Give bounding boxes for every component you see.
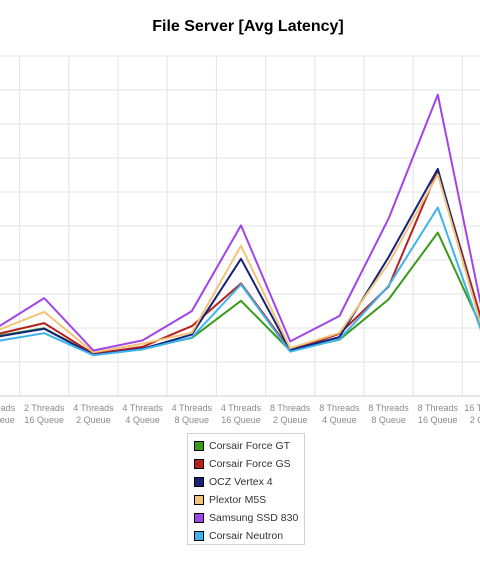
legend-item[interactable]: Plextor M5S	[194, 491, 304, 509]
legend-label: Corsair Force GS	[209, 458, 291, 470]
series-line-plextor-m5s[interactable]	[0, 173, 480, 354]
x-tick-label: 16 Threads	[464, 403, 480, 413]
legend-label: Corsair Neutron	[209, 530, 284, 542]
x-tick-label: 8 Queue	[175, 415, 210, 425]
x-tick-label: 2 Queue	[76, 415, 111, 425]
x-tick-label: 2 Queue	[273, 415, 308, 425]
legend-item[interactable]: Corsair Force GS	[194, 455, 304, 473]
legend-label: Plextor M5S	[209, 494, 267, 506]
x-tick-label: 2 Queue	[470, 415, 480, 425]
x-tick-label: 2 Threads	[24, 403, 65, 413]
x-tick-label: 8 Threads	[270, 403, 311, 413]
x-tick-label: 8 Threads	[418, 403, 459, 413]
x-tick-label: 16 Queue	[221, 415, 261, 425]
legend-item[interactable]: Corsair Force GT	[194, 437, 304, 455]
series-line-ocz-vertex-4[interactable]	[0, 167, 480, 356]
x-tick-label: 4 Queue	[322, 415, 357, 425]
legend-swatch	[194, 513, 204, 523]
legend-swatch	[194, 477, 204, 487]
x-tick-label: 1 Threads	[0, 403, 16, 413]
legend-swatch	[194, 495, 204, 505]
x-tick-label: 16 Queue	[0, 415, 15, 425]
grid	[0, 55, 480, 397]
series-line-corsair-neutron[interactable]	[0, 206, 480, 357]
x-tick-label: 4 Threads	[122, 403, 163, 413]
legend-label: Corsair Force GT	[209, 440, 291, 452]
series-line-corsair-force-gs[interactable]	[0, 169, 480, 355]
series-lines	[0, 93, 480, 357]
x-tick-label: 4 Queue	[125, 415, 160, 425]
legend: Corsair Force GT Corsair Force GS OCZ Ve…	[187, 433, 305, 545]
x-tick-label: 4 Threads	[221, 403, 262, 413]
x-tick-label: 4 Threads	[172, 403, 213, 413]
x-axis-ticks: 1 Threads 16 Queue 2 Threads 16 Queue 4 Thre…	[0, 403, 480, 425]
x-tick-label: 16 Queue	[418, 415, 458, 425]
series-line-samsung-ssd-830[interactable]	[0, 93, 480, 352]
chart-title: File Server [Avg Latency]	[152, 18, 344, 35]
legend-swatch	[194, 441, 204, 451]
legend-label: Samsung SSD 830	[209, 512, 299, 524]
x-tick-label: 8 Threads	[319, 403, 360, 413]
x-tick-label: 8 Queue	[371, 415, 406, 425]
legend-item[interactable]: OCZ Vertex 4	[194, 473, 304, 491]
legend-item[interactable]: Corsair Neutron	[194, 527, 304, 545]
legend-item[interactable]: Samsung SSD 830	[194, 509, 304, 527]
x-tick-label: 8 Threads	[368, 403, 409, 413]
x-tick-label: 16 Queue	[24, 415, 64, 425]
legend-swatch	[194, 531, 204, 541]
chart-plot: 1 Threads 16 Queue 2 Threads 16 Queue 4 Thre…	[0, 55, 480, 425]
legend-label: OCZ Vertex 4	[209, 476, 273, 488]
legend-swatch	[194, 459, 204, 469]
x-tick-label: 4 Threads	[73, 403, 114, 413]
